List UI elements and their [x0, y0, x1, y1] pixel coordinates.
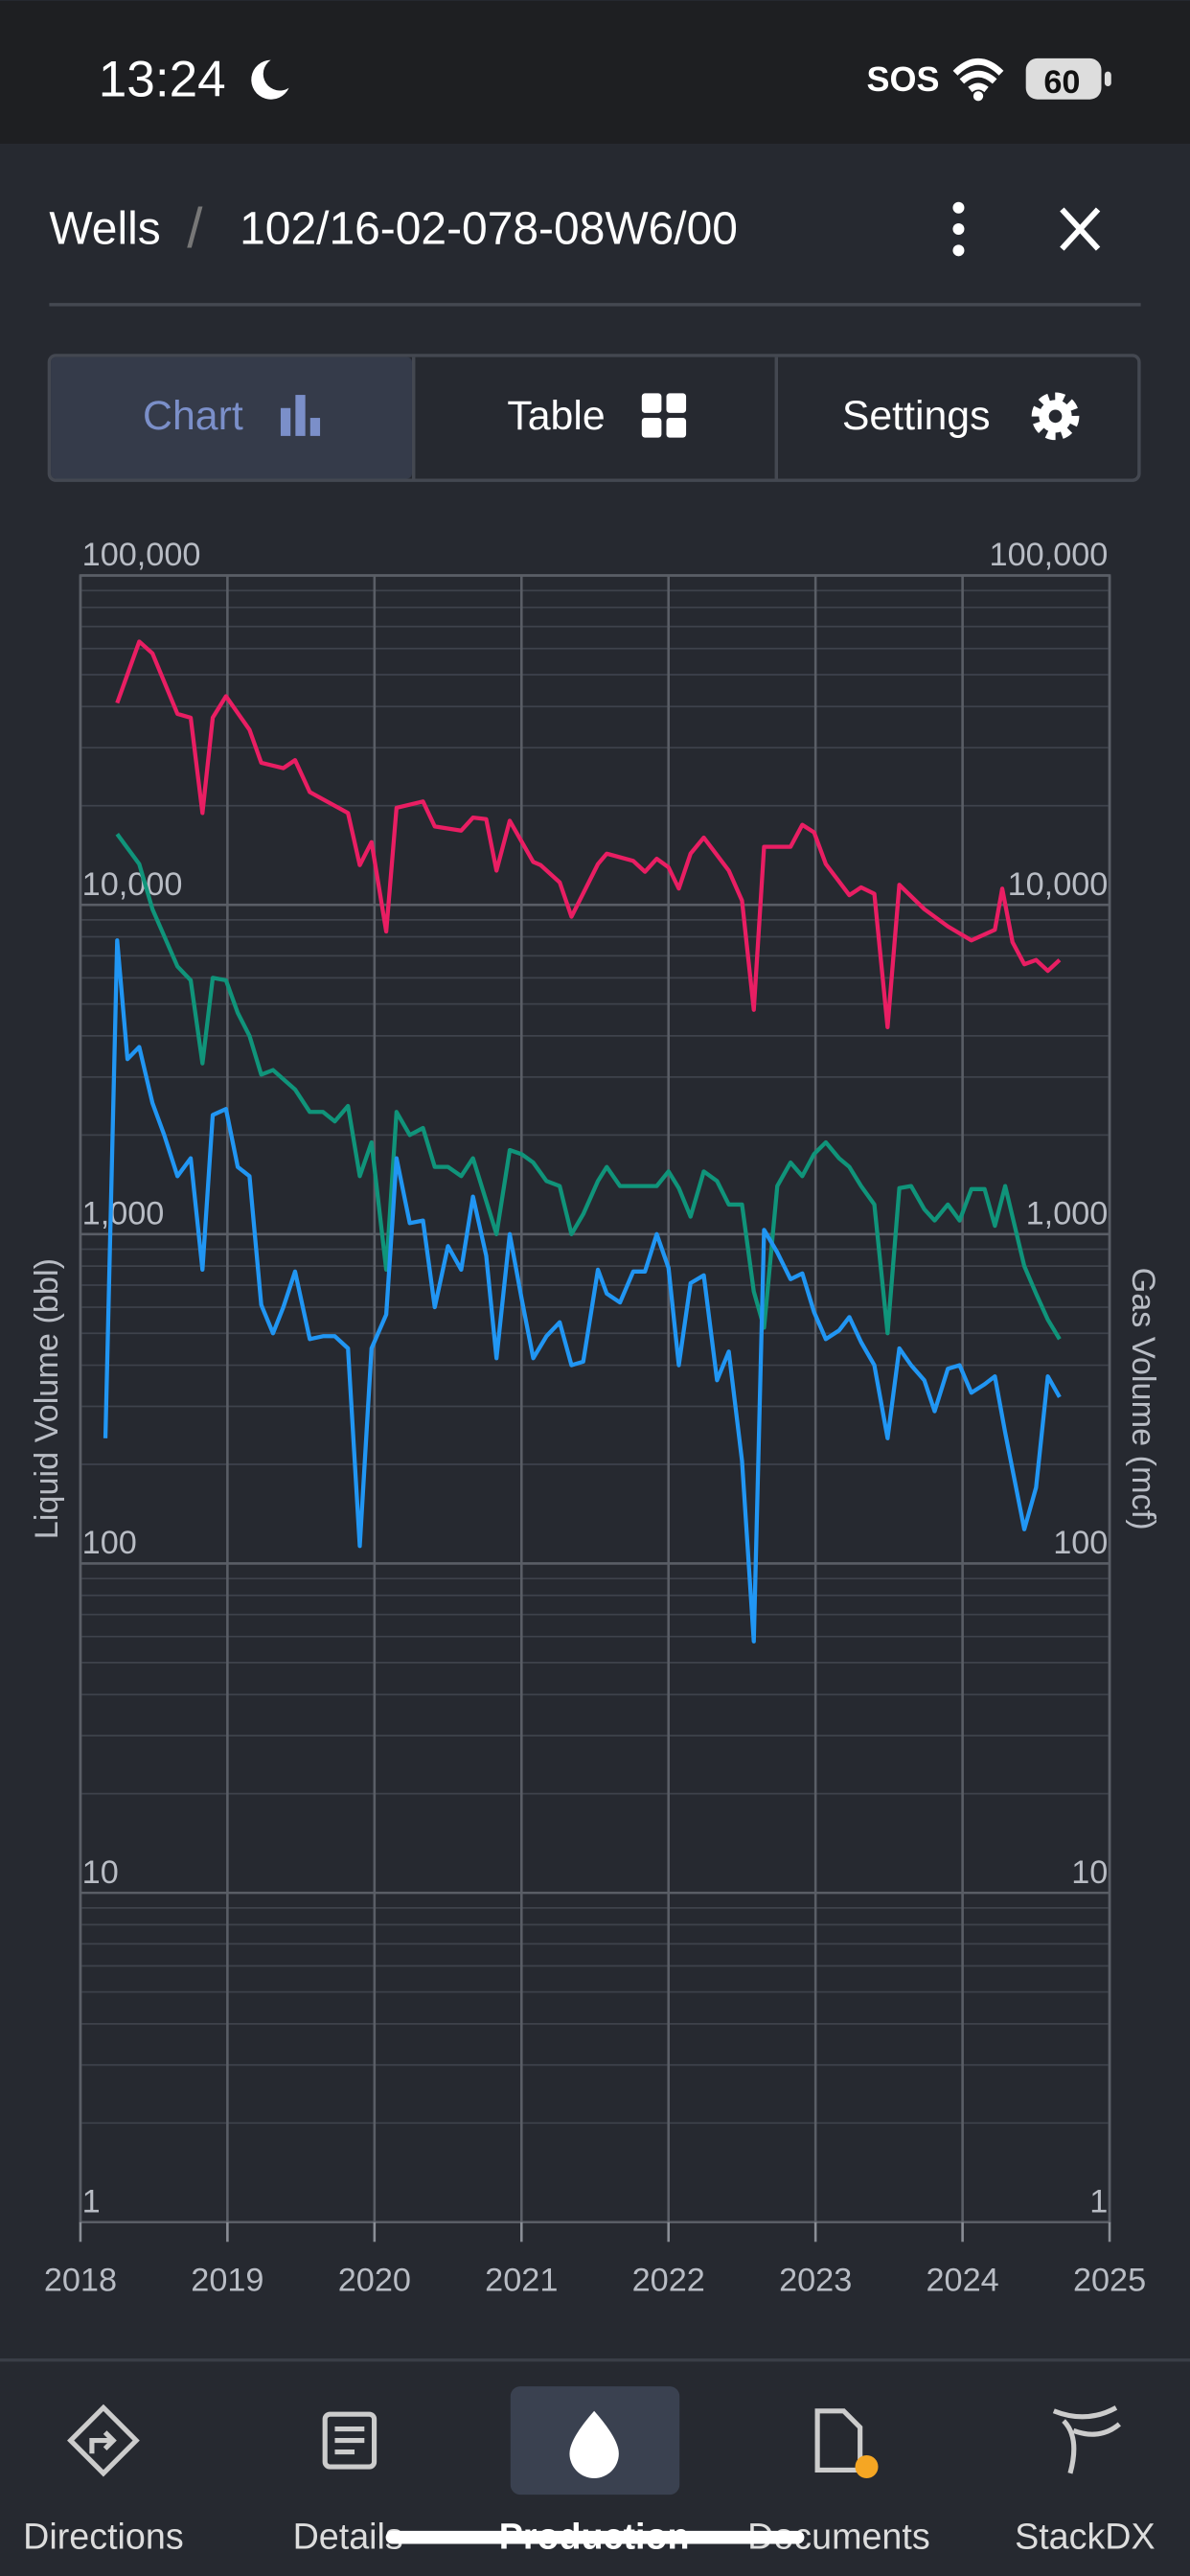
- close-button[interactable]: [1060, 207, 1101, 251]
- well-title: 102/16-02-078-08W6/00: [240, 203, 738, 254]
- x-tick-label: 2021: [485, 2263, 558, 2299]
- x-tick-label: 2018: [44, 2263, 117, 2299]
- y-axis-label: Liquid Volume (bbl): [29, 1258, 65, 1539]
- tab-selected-bg: [51, 356, 412, 479]
- chart-icon: [280, 395, 321, 436]
- nav-directions[interactable]: Directions: [23, 2517, 183, 2557]
- y-tick-label: 100: [82, 1525, 137, 1561]
- chart: 100,000 10,000 1,000 100 10 1 100,000 10,000 1,0…: [29, 537, 1161, 2298]
- y2-tick-label: 1: [1089, 2183, 1108, 2220]
- tab-settings[interactable]: Settings: [842, 393, 991, 439]
- more-button[interactable]: [952, 201, 965, 257]
- settings-icon: [1031, 392, 1080, 441]
- battery-tip: [1104, 71, 1111, 87]
- tab-chart[interactable]: Chart: [143, 393, 243, 439]
- series-line: [115, 833, 1062, 1341]
- x-tick-label: 2024: [927, 2263, 999, 2299]
- y2-axis-label: Gas Volume (mcf): [1125, 1268, 1161, 1530]
- home-indicator: [385, 2530, 805, 2544]
- table-icon: [641, 393, 687, 438]
- details-icon: [322, 2411, 378, 2470]
- tab-table[interactable]: Table: [507, 393, 605, 439]
- nav-details[interactable]: Details: [293, 2517, 403, 2557]
- y2-tick-label: 1,000: [1026, 1196, 1109, 1232]
- x-tick-label: 2025: [1073, 2263, 1146, 2299]
- y-tick-label: 100,000: [82, 537, 201, 573]
- directions-icon: [67, 2404, 140, 2477]
- battery-level: 60: [1043, 64, 1080, 101]
- series-line: [103, 938, 1062, 1644]
- breadcrumb[interactable]: Wells: [49, 203, 160, 254]
- y2-tick-label: 10,000: [1008, 866, 1109, 903]
- y-tick-label: 1: [82, 2183, 101, 2220]
- status-bar: [0, 0, 1190, 144]
- x-tick-label: 2019: [191, 2263, 263, 2299]
- x-tick-label: 2020: [338, 2263, 411, 2299]
- production-icon: [569, 2410, 619, 2478]
- details-lines: [334, 2426, 365, 2455]
- directions-arrow: [89, 2430, 117, 2454]
- wifi-dot: [973, 91, 984, 102]
- x-tick-label: 2022: [632, 2263, 705, 2299]
- moon-icon: [251, 59, 289, 100]
- sos: SOS: [867, 59, 940, 99]
- stackdx-logo: [1052, 2405, 1121, 2474]
- x-tick-label: 2023: [779, 2263, 852, 2299]
- documents-badge: [855, 2455, 879, 2478]
- y-tick-label: 10,000: [82, 866, 183, 903]
- nav-stackdx[interactable]: StackDX: [1015, 2517, 1156, 2557]
- y2-tick-label: 100: [1053, 1525, 1108, 1561]
- series-line: [115, 639, 1062, 1030]
- breadcrumb-separator: /: [187, 197, 203, 260]
- clock: 13:24: [99, 51, 226, 107]
- tab-bar: [47, 354, 1141, 482]
- y-tick-label: 10: [82, 1854, 119, 1891]
- y2-tick-label: 10: [1071, 1854, 1108, 1891]
- y2-tick-label: 100,000: [990, 537, 1109, 573]
- wifi-icon: [952, 58, 1004, 93]
- documents-icon: [814, 2408, 863, 2473]
- y-tick-label: 1,000: [82, 1196, 165, 1232]
- battery: [1025, 58, 1102, 100]
- plot-area: [79, 574, 1111, 2224]
